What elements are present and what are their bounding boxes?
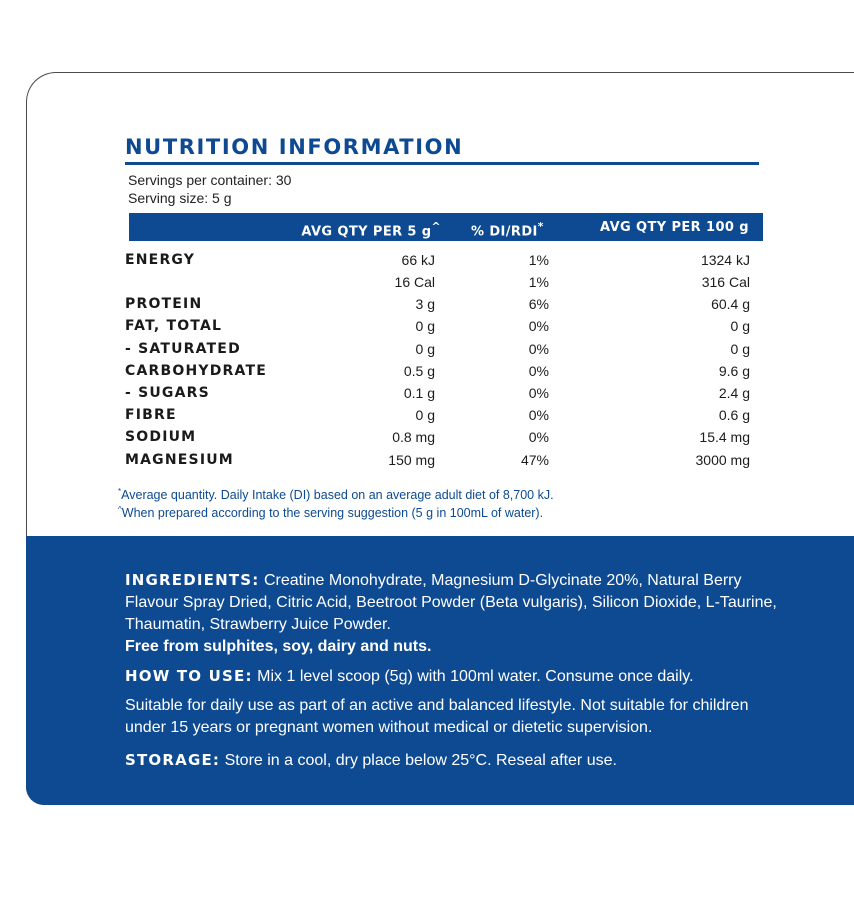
storage-text: Store in a cool, dry place below 25°C. R… [224, 752, 617, 769]
per-100g-value: 15.4 mg [699, 429, 750, 445]
di-rdi-value: 6% [528, 296, 549, 312]
how-to-use-text: Mix 1 level scoop (5g) with 100ml water.… [257, 668, 694, 685]
table-row: 16 Cal 1% 316 Cal [125, 274, 765, 296]
per-100g-value: 316 Cal [701, 274, 750, 290]
ingredients-paragraph: INGREDIENTS: Creatine Monohydrate, Magne… [125, 569, 785, 658]
table-header: AVG QTY PER 5 g^ % DI/RDI* AVG QTY PER 1… [129, 213, 763, 241]
di-rdi-value: 0% [528, 341, 549, 357]
per-serving-value: 0.5 g [403, 363, 435, 379]
per-100g-value: 2.4 g [718, 385, 750, 401]
table-row: SODIUM 0.8 mg 0% 15.4 mg [125, 429, 765, 451]
di-rdi-value: 0% [528, 363, 549, 379]
nutrient-label: FIBRE [125, 407, 177, 423]
di-rdi-value: 1% [528, 252, 549, 268]
ingredients-label: INGREDIENTS: [125, 571, 260, 589]
serving-size: Serving size: 5 g [128, 190, 232, 206]
per-serving-value: 0 g [415, 341, 435, 357]
per-100g-value: 3000 mg [695, 452, 750, 468]
di-rdi-value: 0% [528, 385, 549, 401]
per-100g-value: 0 g [730, 318, 750, 334]
table-row: PROTEIN 3 g 6% 60.4 g [125, 296, 765, 318]
allergen-free-statement: Free from sulphites, soy, dairy and nuts… [125, 638, 432, 655]
suitability-paragraph: Suitable for daily use as part of an act… [125, 697, 749, 736]
nutrient-label: MAGNESIUM [125, 452, 234, 468]
di-rdi-value: 0% [528, 318, 549, 334]
nutrition-title: NUTRITION INFORMATION [125, 135, 464, 159]
per-100g-value: 60.4 g [711, 296, 750, 312]
per-serving-value: 0 g [415, 407, 435, 423]
per-serving-value: 0.1 g [403, 385, 435, 401]
di-rdi-value: 47% [520, 452, 549, 468]
per-100g-value: 0 g [730, 341, 750, 357]
table-row: - SUGARS 0.1 g 0% 2.4 g [125, 385, 765, 407]
per-serving-value: 16 Cal [394, 274, 435, 290]
nutrient-label: - SUGARS [125, 385, 210, 401]
di-rdi-value: 1% [528, 274, 549, 290]
di-rdi-value: 0% [528, 407, 549, 423]
storage-paragraph: STORAGE: Store in a cool, dry place belo… [125, 749, 785, 772]
nutrient-label: PROTEIN [125, 296, 203, 312]
header-di-rdi: % DI/RDI* [471, 220, 544, 240]
table-row: - SATURATED 0 g 0% 0 g [125, 341, 765, 363]
per-serving-value: 66 kJ [401, 252, 435, 268]
nutrient-label: - SATURATED [125, 341, 241, 357]
footnote-serving-suggestion: ^When prepared according to the serving … [118, 505, 544, 521]
table-row: ENERGY 66 kJ 1% 1324 kJ [125, 252, 765, 274]
nutrient-label: CARBOHYDRATE [125, 363, 267, 379]
per-100g-value: 9.6 g [718, 363, 750, 379]
storage-label: STORAGE: [125, 751, 221, 769]
table-row: FIBRE 0 g 0% 0.6 g [125, 407, 765, 429]
info-band [26, 536, 854, 805]
header-per-100g: AVG QTY PER 100 g [599, 220, 749, 235]
nutrient-label: ENERGY [125, 252, 196, 268]
per-100g-value: 1324 kJ [700, 252, 750, 268]
nutrient-label: FAT, TOTAL [125, 318, 223, 334]
per-serving-value: 150 mg [388, 452, 435, 468]
footnote-average-quantity: *Average quantity. Daily Intake (DI) bas… [118, 487, 554, 503]
ingredients-text: Creatine Monohydrate, Magnesium D-Glycin… [125, 572, 777, 633]
table-row: CARBOHYDRATE 0.5 g 0% 9.6 g [125, 363, 765, 385]
table-row: MAGNESIUM 150 mg 47% 3000 mg [125, 452, 765, 474]
title-underline [125, 162, 759, 165]
di-rdi-value: 0% [528, 429, 549, 445]
how-to-use-label: HOW TO USE: [125, 667, 253, 685]
nutrient-label: SODIUM [125, 429, 197, 445]
per-serving-value: 0.8 mg [392, 429, 435, 445]
per-serving-value: 3 g [415, 296, 435, 312]
how-to-use-paragraph: HOW TO USE: Mix 1 level scoop (5g) with … [125, 665, 785, 688]
per-serving-value: 0 g [415, 318, 435, 334]
servings-per-container: Servings per container: 30 [128, 172, 292, 188]
table-row: FAT, TOTAL 0 g 0% 0 g [125, 318, 765, 340]
header-per-serving: AVG QTY PER 5 g^ [301, 220, 441, 240]
per-100g-value: 0.6 g [718, 407, 750, 423]
